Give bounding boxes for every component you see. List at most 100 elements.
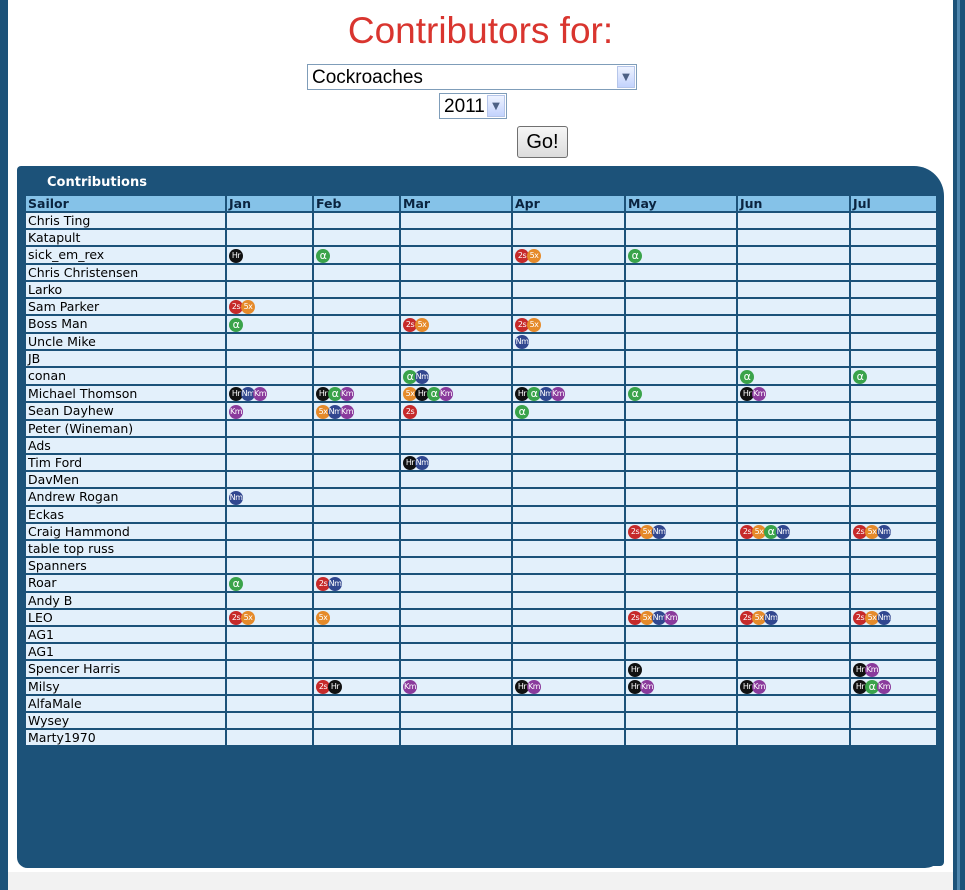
badge-alpha-icon: α (628, 387, 642, 401)
badge-alpha-icon: α (328, 387, 342, 401)
badge-nm-icon: Nm (652, 525, 666, 539)
month-cell (511, 470, 626, 489)
table-row: conan α Nm α α (24, 366, 938, 386)
month-cell (511, 262, 626, 282)
month-cell: α (511, 401, 626, 421)
column-header-mar: Mar (399, 194, 513, 213)
chevron-down-icon[interactable]: ▼ (487, 95, 505, 117)
badge-nm-icon: Nm (241, 387, 255, 401)
month-cell (225, 728, 314, 747)
badge-hr-icon: Hr (740, 387, 754, 401)
table-row: sick_em_rex Hr α 2s 5x α (24, 245, 938, 265)
left-frame-border (0, 0, 8, 890)
month-cell (849, 245, 938, 265)
month-cell (511, 625, 626, 644)
month-cell (511, 711, 626, 730)
month-cell (624, 694, 738, 713)
month-cell (312, 521, 401, 541)
badge-km-icon: Km (229, 404, 243, 418)
month-cell (312, 504, 401, 524)
month-cell (849, 556, 938, 575)
month-cell (225, 642, 314, 661)
table-row: JB (24, 349, 938, 368)
badge-hr-icon: Hr (515, 387, 529, 401)
month-cell (624, 573, 738, 593)
month-cell (511, 521, 626, 541)
month-cell (399, 228, 513, 247)
month-cell: 2s 5x (225, 607, 314, 627)
month-cell (399, 470, 513, 489)
month-cell (624, 711, 738, 730)
badge-nm-icon: Nm (652, 611, 666, 625)
badge-km-icon: Km (752, 387, 766, 401)
month-cell (736, 728, 851, 747)
month-cell (312, 539, 401, 558)
month-cell (312, 452, 401, 472)
month-cell (736, 539, 851, 558)
badge-alpha-icon: α (229, 317, 243, 331)
badge-5x-icon: 5x (403, 387, 417, 401)
badge-km-icon: Km (877, 680, 891, 694)
sailor-name: Andrew Rogan (24, 487, 227, 507)
badge-alpha-icon: α (628, 248, 642, 262)
chevron-down-icon[interactable]: ▼ (617, 66, 635, 88)
month-cell (624, 401, 738, 421)
month-cell (225, 279, 314, 299)
month-cell (849, 452, 938, 472)
table-row: Sam Parker 2s 5x (24, 296, 938, 316)
sailor-name: Spencer Harris (24, 659, 227, 679)
month-cell (399, 694, 513, 713)
month-cell (312, 590, 401, 610)
table-row: AG1 (24, 642, 938, 661)
month-cell (225, 521, 314, 541)
sailor-name: Michael Thomson (24, 383, 227, 403)
sailor-name: Spanners (24, 556, 227, 575)
column-header-feb: Feb (312, 194, 401, 213)
month-cell (849, 349, 938, 368)
month-cell (511, 366, 626, 386)
month-cell (225, 331, 314, 351)
month-cell (312, 279, 401, 299)
month-cell (624, 590, 738, 610)
month-cell (624, 262, 738, 282)
table-row: Eckas (24, 504, 938, 524)
month-cell (849, 642, 938, 661)
badge-5x-icon: 5x (316, 611, 330, 625)
month-cell (849, 711, 938, 730)
go-button[interactable]: Go! (517, 126, 568, 158)
badge-hr-icon: Hr (316, 387, 330, 401)
month-cell (225, 659, 314, 679)
badge-5x-icon: 5x (752, 611, 766, 625)
month-cell (736, 694, 851, 713)
month-cell: Hr Km (511, 676, 626, 696)
table-body: Chris Ting Katapult sick_em_rex Hr α 2s 5x α Chr… (24, 211, 938, 747)
month-cell (312, 366, 401, 386)
month-cell (312, 659, 401, 679)
badge-hr-icon: Hr (229, 387, 243, 401)
badge-nm-icon: Nm (415, 369, 429, 383)
month-cell (312, 711, 401, 730)
month-cell (511, 556, 626, 575)
month-cell: Hr Km (736, 383, 851, 403)
table-row: Peter (Wineman) (24, 418, 938, 438)
month-cell (399, 642, 513, 661)
month-cell (399, 331, 513, 351)
month-cell (225, 418, 314, 438)
month-cell (624, 279, 738, 299)
team-select[interactable]: Cockroaches ▼ (307, 64, 637, 90)
badge-alpha-icon: α (865, 680, 879, 694)
month-cell (225, 366, 314, 386)
month-cell: 5x Hr α Km (399, 383, 513, 403)
year-select[interactable]: 2011 ▼ (439, 93, 507, 119)
table-row: Marty1970 (24, 728, 938, 747)
badge-5x-icon: 5x (865, 611, 879, 625)
month-cell (624, 452, 738, 472)
month-cell (849, 694, 938, 713)
sailor-name: Marty1970 (24, 728, 227, 747)
month-cell (511, 694, 626, 713)
badge-2s-icon: 2s (403, 404, 417, 418)
month-cell (511, 607, 626, 627)
sailor-name: DavMen (24, 470, 227, 489)
month-cell (399, 418, 513, 438)
sailor-name: Roar (24, 573, 227, 593)
